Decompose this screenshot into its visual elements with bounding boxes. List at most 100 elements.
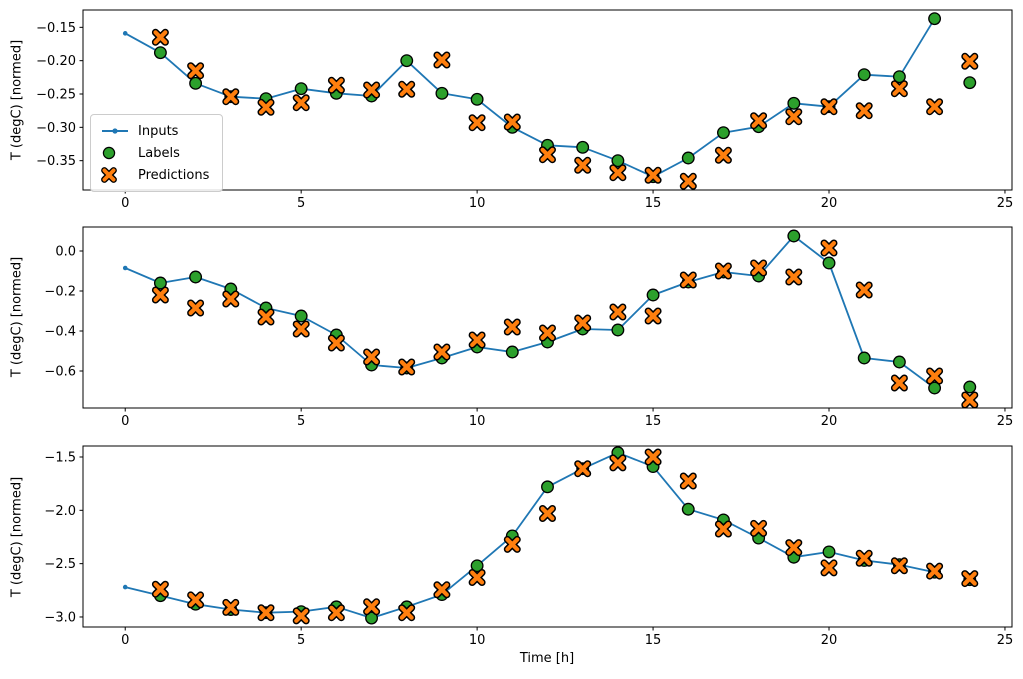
predictions-point xyxy=(609,164,627,182)
labels-point xyxy=(541,480,554,494)
predictions-point xyxy=(926,562,944,580)
predictions-x-fill xyxy=(962,54,977,69)
predictions-x-fill xyxy=(505,115,520,129)
predictions-point xyxy=(750,519,768,537)
predictions-x-fill xyxy=(857,103,872,118)
labels-point xyxy=(822,256,836,270)
predictions-point xyxy=(820,239,838,257)
predictions-x-fill xyxy=(399,82,414,97)
predictions-point xyxy=(503,318,521,336)
labels-point xyxy=(928,381,942,395)
subplot-2: 0 5 10 15 20 25 0.0 −0.2 −0.4 −0.6 xyxy=(44,226,1013,429)
predictions-point xyxy=(327,76,345,94)
x-tick-label: 10 xyxy=(469,414,486,429)
y-tick-label: −0.25 xyxy=(36,88,76,103)
predictions-x-fill xyxy=(646,450,661,464)
predictions-x-fill xyxy=(399,360,414,374)
predictions-x-fill xyxy=(540,506,555,521)
predictions-x-fill xyxy=(434,345,449,359)
predictions-x-fill xyxy=(188,592,203,607)
predictions-point xyxy=(503,535,521,553)
predictions-point xyxy=(363,81,381,99)
predictions-x-fill xyxy=(610,305,625,319)
x-tick-label: 25 xyxy=(997,633,1014,648)
predictions-point xyxy=(539,146,556,164)
predictions-point xyxy=(222,88,240,106)
predictions-x-fill xyxy=(575,158,590,173)
predictions-point xyxy=(257,308,275,326)
predictions-x-fill xyxy=(646,309,661,323)
predictions-point xyxy=(855,281,873,299)
predictions-x-fill xyxy=(294,608,309,623)
x-tick-label: 0 xyxy=(121,414,129,429)
y-tick-label: −0.35 xyxy=(36,154,76,169)
predictions-x-fill xyxy=(329,605,344,620)
predictions-point xyxy=(644,307,662,325)
predictions-x-fill xyxy=(364,83,379,97)
predictions-x-fill xyxy=(716,522,731,536)
legend-label-predictions: Predictions xyxy=(138,167,210,183)
predictions-point xyxy=(714,146,732,164)
predictions-x-fill xyxy=(575,461,590,476)
predictions-point xyxy=(679,271,697,289)
predictions-point xyxy=(714,262,732,280)
predictions-x-fill xyxy=(646,168,661,183)
y-tick-label: −0.15 xyxy=(36,21,76,36)
predictions-x-fill xyxy=(610,165,625,180)
predictions-point xyxy=(890,557,908,575)
predictions-point xyxy=(292,94,310,112)
predictions-point xyxy=(151,286,169,304)
legend-item-predictions: Predictions xyxy=(100,164,212,186)
predictions-x-fill xyxy=(575,316,590,330)
predictions-point xyxy=(363,598,381,616)
predictions-point xyxy=(574,460,592,478)
y-axis-label-subplot-3: T (degC) [normed] xyxy=(9,476,25,598)
labels-point xyxy=(928,12,942,26)
predictions-point xyxy=(151,580,169,598)
predictions-point xyxy=(433,581,451,599)
predictions-point xyxy=(327,334,345,352)
x-tick-label: 15 xyxy=(645,414,662,429)
predictions-x-icon xyxy=(100,167,130,183)
predictions-x-fill xyxy=(857,551,872,566)
labels-point xyxy=(576,140,590,154)
predictions-x-fill xyxy=(751,521,766,536)
predictions-point xyxy=(855,549,873,567)
predictions-x-fill xyxy=(822,241,836,255)
predictions-x-fill xyxy=(716,148,731,163)
predictions-x-fill xyxy=(927,369,942,383)
predictions-point xyxy=(187,299,205,317)
labels-point xyxy=(681,502,695,516)
predictions-x-fill xyxy=(927,564,942,579)
x-tick-label: 25 xyxy=(997,196,1014,211)
predictions-x-fill xyxy=(962,571,977,586)
labels-circle-icon xyxy=(100,145,130,161)
legend-item-labels: Labels xyxy=(100,142,212,164)
labels-point xyxy=(646,288,660,302)
predictions-point xyxy=(187,62,205,80)
labels-point xyxy=(716,126,730,140)
labels-point xyxy=(611,154,625,168)
predictions-point xyxy=(468,331,486,349)
predictions-point xyxy=(890,80,908,98)
predictions-x-fill xyxy=(540,326,555,340)
labels-point xyxy=(857,68,871,82)
predictions-point xyxy=(327,604,345,622)
predictions-x-fill xyxy=(927,99,942,114)
x-tick-label: 5 xyxy=(297,196,305,211)
y-tick-label: −2.0 xyxy=(44,504,76,519)
predictions-point xyxy=(539,324,556,342)
y-tick-label: −1.5 xyxy=(44,450,76,465)
predictions-x-fill xyxy=(188,301,203,315)
predictions-x-fill xyxy=(294,322,309,336)
labels-point xyxy=(153,46,167,60)
labels-point xyxy=(294,309,308,323)
predictions-point xyxy=(785,539,803,557)
predictions-point xyxy=(890,374,908,392)
predictions-point xyxy=(926,98,944,116)
x-tick-label: 20 xyxy=(821,414,838,429)
y-axis-label-subplot-1: T (degC) [normed] xyxy=(9,39,25,161)
predictions-point xyxy=(257,98,275,116)
predictions-point xyxy=(151,28,169,46)
